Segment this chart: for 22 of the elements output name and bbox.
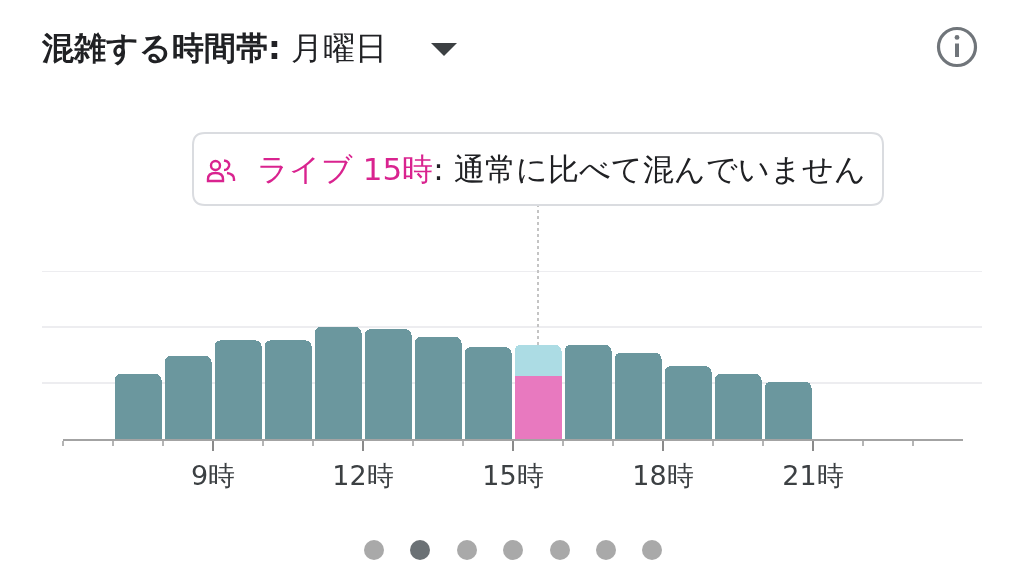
x-tick-label: 18時 [632, 460, 694, 492]
bar [114, 374, 162, 439]
x-tick-label: 21時 [782, 460, 844, 492]
bar [414, 337, 462, 439]
bar [264, 340, 312, 439]
bar [314, 327, 362, 439]
x-tick-label: 15時 [482, 460, 544, 492]
bar [514, 376, 562, 439]
bar [164, 356, 212, 439]
bar [764, 381, 812, 439]
bar [464, 347, 512, 439]
x-tick-label: 12時 [332, 460, 394, 492]
annotation: ライブ 15時: 通常に比べて混んでいません [257, 151, 866, 187]
bar [714, 374, 762, 439]
bar [564, 344, 612, 439]
bar [364, 329, 412, 439]
bar [514, 344, 562, 377]
bar [214, 340, 262, 439]
x-tick-label: 9時 [190, 460, 236, 492]
chart-title: 混雑する時間帯: 月曜日 [41, 29, 387, 68]
bar [664, 366, 712, 439]
bar [614, 352, 662, 439]
